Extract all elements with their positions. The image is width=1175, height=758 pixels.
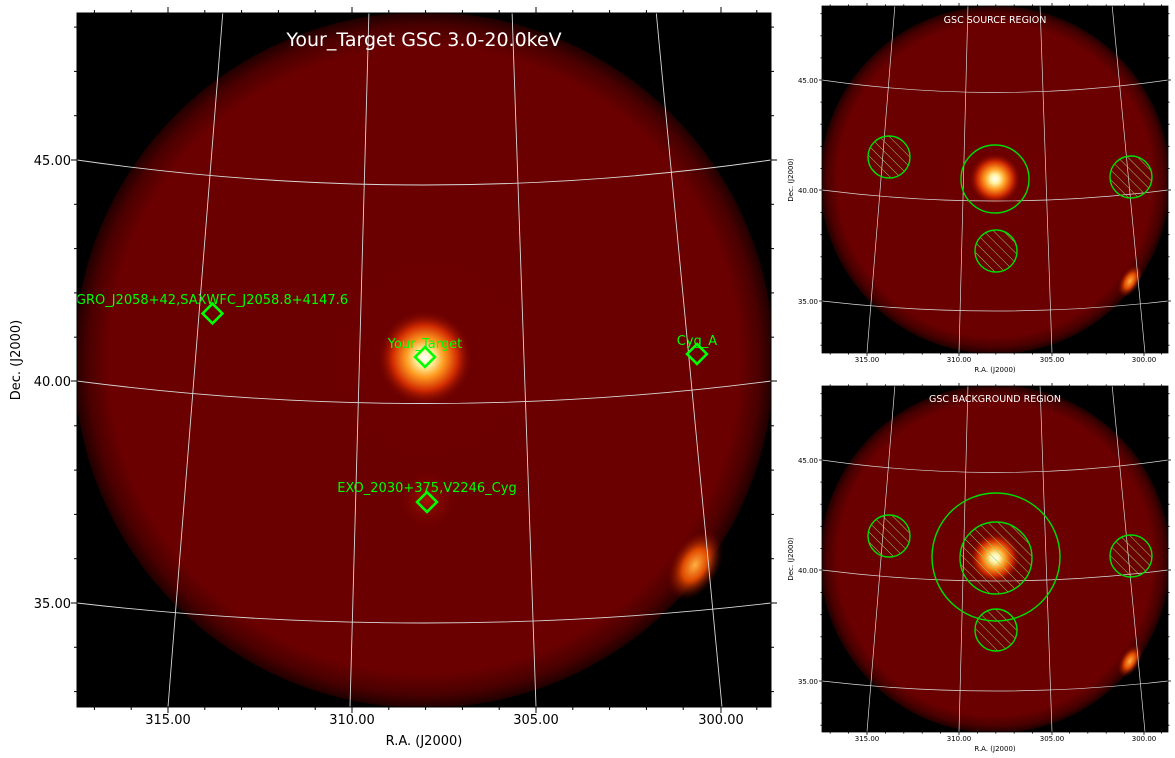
main-xtick-label: 315.00 [145,713,191,728]
exclusion-region [1109,534,1153,578]
source-panel-ytick-label: 35.00 [798,298,818,306]
exclusion-region-target [959,521,1033,595]
main-frame [76,12,772,708]
background-annulus [931,492,1061,622]
source-panel-x-axis-label: R.A. (J2000) [974,366,1016,374]
source-panel-ytick-label: 40.00 [798,187,818,195]
main-xtick-label: 305.00 [513,713,559,728]
source-panel-edge-emission [1117,264,1143,298]
source-panel-tick-marks [819,3,1171,356]
source-panel-xtick-label: 315.00 [855,356,880,364]
background-panel-ytick-label: 40.00 [798,567,818,575]
background-panel-frame [821,385,1169,733]
main-ytick-label: 35.00 [34,597,71,612]
background-panel-xtick-label: 310.00 [947,735,972,743]
source-panel-ytick-label: 45.00 [798,77,818,85]
background-region-panel: GSC BACKGROUND REGION 315.00 310.00 305.… [787,383,1171,753]
background-panel-edge-emission [1117,644,1143,678]
background-panel-x-axis-label: R.A. (J2000) [974,745,1016,753]
source-label-cyga: Cyg_A [677,334,718,349]
background-panel-xtick-label: 300.00 [1132,735,1157,743]
background-panel-ytick-label: 35.00 [798,678,818,686]
main-ytick-label: 40.00 [34,375,71,390]
main-exo-emission [397,470,457,530]
source-panel-y-axis-label: Dec. (J2000) [787,158,795,202]
main-target-emission [377,310,473,406]
source-marker-target [413,345,437,369]
source-panel-target-emission [969,153,1021,205]
background-panel-y-axis-label: Dec. (J2000) [787,537,795,581]
main-title: Your_Target GSC 3.0-20.0keV [285,29,561,51]
source-region-panel: GSC SOURCE REGION 315.00 310.00 305.00 3… [787,3,1171,374]
main-ytick-label: 45.00 [34,154,71,169]
main-y-axis-label: Dec. (J2000) [9,320,24,400]
main-panel: GRO_J2058+42,SAXWFC_J2058.8+4147.6 Your_… [9,7,777,749]
source-label-target: Your_Target [387,337,462,352]
exclusion-region [974,608,1018,652]
exclusion-region [867,514,911,558]
main-xtick-label: 300.00 [698,713,744,728]
source-marker-gro [200,301,225,326]
exclusion-region [1109,155,1153,199]
exclusion-region [974,229,1018,273]
background-panel-xtick-label: 315.00 [855,735,880,743]
exclusion-region [867,135,911,179]
background-panel-title: GSC BACKGROUND REGION [929,394,1061,405]
source-panel-xtick-label: 300.00 [1132,356,1157,364]
source-panel-xtick-label: 305.00 [1040,356,1065,364]
source-marker-exo [415,490,439,514]
background-panel-ytick-label: 45.00 [798,457,818,465]
main-grid [77,13,771,707]
source-region-circle [960,144,1030,214]
source-panel-title: GSC SOURCE REGION [944,15,1047,26]
background-panel-xtick-label: 305.00 [1040,735,1065,743]
source-panel-xtick-label: 310.00 [947,356,972,364]
source-label-gro: GRO_J2058+42,SAXWFC_J2058.8+4147.6 [76,293,348,308]
main-xtick-label: 310.00 [329,713,375,728]
source-marker-cyga [685,342,709,366]
source-panel-frame [821,5,1169,354]
main-edge-emission [666,529,724,601]
source-label-exo: EXO_2030+375,V2246_Cyg [337,481,516,496]
main-x-axis-label: R.A. (J2000) [386,734,463,749]
background-panel-tick-marks [819,383,1171,735]
main-tick-marks [71,7,777,713]
